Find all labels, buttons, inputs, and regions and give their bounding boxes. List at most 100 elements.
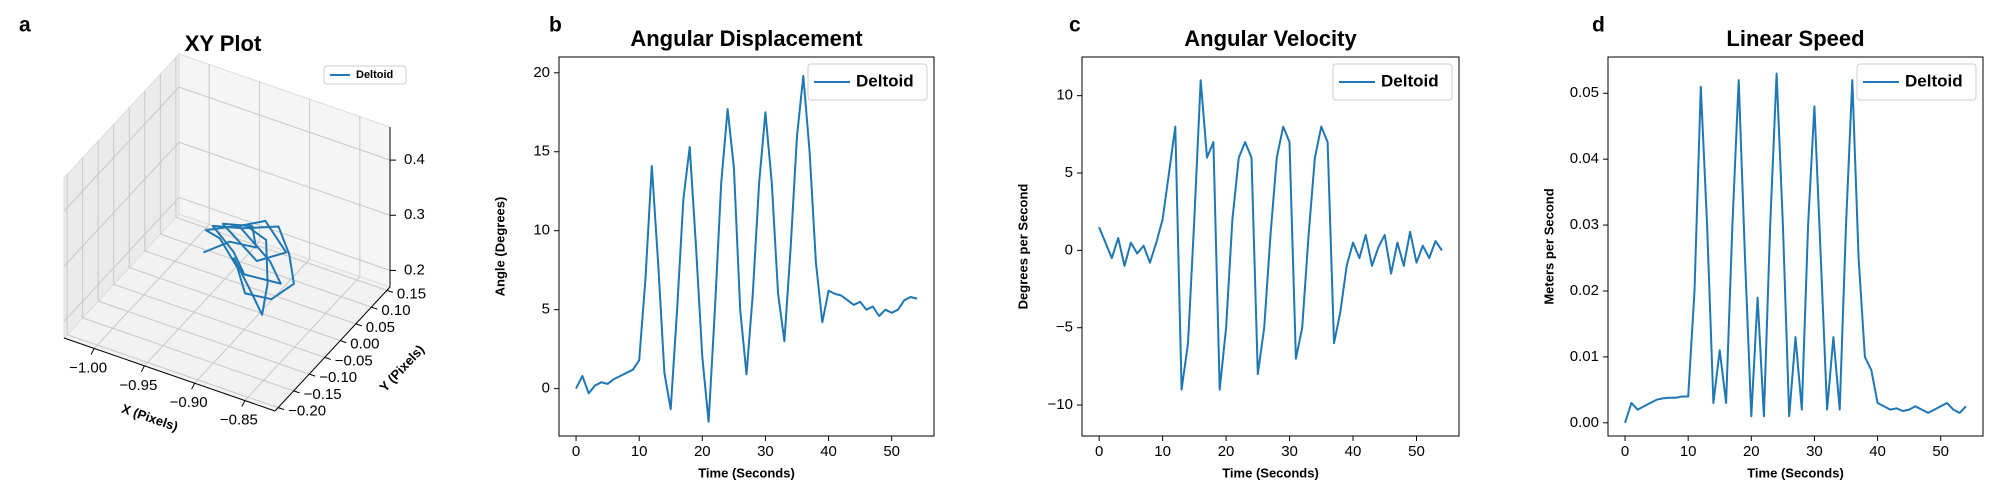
grid-line	[244, 276, 361, 401]
panel-label: b	[549, 14, 562, 37]
y-tick-label: 0.04	[1570, 150, 1599, 167]
grid-line	[194, 258, 310, 384]
z-tick-label: 0.3	[404, 206, 425, 223]
grid-line	[144, 250, 356, 325]
x-axis-label: Time (Seconds)	[1747, 465, 1844, 480]
x-tick-label: 40	[1869, 443, 1886, 460]
z-tick-label: 0.2	[404, 261, 425, 278]
x-tick	[241, 400, 246, 407]
x-axis-label: Time (Seconds)	[698, 465, 795, 480]
x-tick-label: 40	[820, 443, 837, 460]
grid-line	[82, 317, 294, 392]
x-tick-label: −1.00	[69, 359, 107, 376]
y-tick-label: 0.10	[381, 302, 410, 319]
x-tick-label: 50	[883, 443, 900, 460]
y-tick-label: −5	[1056, 319, 1073, 336]
data-line	[575, 74, 918, 423]
legend-box	[1856, 63, 1977, 101]
x-tick-label: 30	[1806, 443, 1823, 460]
y-tick-label: 10	[533, 222, 550, 239]
grid-line	[178, 141, 391, 216]
legend-box	[807, 63, 928, 101]
y-tick-label: −10	[1048, 396, 1073, 413]
plot-frame	[1081, 56, 1460, 437]
y-tick	[371, 306, 378, 310]
y-tick-label: 0.15	[397, 285, 426, 302]
y-axis-label: Degrees per Second	[1015, 184, 1030, 310]
y-tick-label: 10	[1056, 87, 1073, 104]
grid-line	[98, 300, 310, 375]
x-tick-label: 40	[1345, 443, 1362, 460]
grid-line	[129, 267, 341, 342]
plot-frame	[558, 56, 935, 437]
x-tick-label: 20	[694, 443, 711, 460]
x-tick-label: 0	[572, 443, 580, 460]
x-tick-label: 20	[1218, 443, 1235, 460]
x-tick-label: 0	[1621, 443, 1629, 460]
y-tick-label: −0.05	[335, 352, 373, 369]
data-line	[203, 219, 295, 316]
x-tick-label: 10	[631, 443, 648, 460]
y-tick-label: −0.15	[304, 386, 342, 403]
grid-line	[63, 141, 180, 267]
x-tick-label: 50	[1408, 443, 1425, 460]
legend-label: Deltoid	[1905, 71, 1963, 90]
grid-line	[144, 241, 260, 367]
x-tick-label: 30	[1281, 443, 1298, 460]
y-tick-label: 0.02	[1570, 282, 1599, 299]
y-tick-label: 0.05	[1570, 84, 1599, 101]
y-tick-label: 20	[533, 64, 550, 81]
data-line	[1624, 72, 1967, 424]
y-tick	[277, 407, 285, 411]
legend-box	[323, 65, 407, 85]
panel-label: d	[1592, 14, 1605, 37]
y-tick	[340, 340, 347, 344]
y-tick-label: 5	[1065, 164, 1073, 181]
x-axis-label: Time (Seconds)	[1222, 465, 1319, 480]
legend-label: Deltoid	[856, 71, 914, 90]
x-tick-label: 20	[1743, 443, 1760, 460]
grid-line	[66, 334, 279, 409]
grid-line	[63, 86, 180, 212]
grid-line	[93, 224, 210, 349]
y-axis-label: Y (Pixels)	[376, 342, 427, 395]
data-line	[1098, 79, 1443, 391]
x-tick	[191, 382, 196, 390]
x-tick-label: −0.95	[119, 377, 157, 394]
x-tick	[90, 348, 95, 355]
y-tick-label: 0.05	[366, 319, 395, 336]
chart-title: XY Plot	[185, 31, 262, 56]
y-tick-label: 5	[542, 301, 550, 318]
legend-label: Deltoid	[1381, 71, 1439, 90]
y-tick	[293, 390, 300, 394]
x-tick-label: −0.85	[220, 412, 258, 429]
y-tick-label: 0	[542, 380, 550, 397]
z-tick-label: 0.4	[404, 151, 425, 168]
x-tick-label: −0.90	[170, 394, 208, 411]
y-tick	[386, 289, 394, 293]
y-tick-label: 0.01	[1570, 348, 1599, 365]
legend-box	[1332, 63, 1453, 101]
x-tick-label: 10	[1680, 443, 1697, 460]
grid-line	[63, 197, 180, 322]
y-axis-label: Meters per Second	[1541, 188, 1556, 304]
grid-line	[178, 196, 391, 271]
chart-title: Angular Velocity	[1184, 26, 1357, 51]
x-tick-label: 50	[1932, 443, 1949, 460]
plot-frame	[1607, 56, 1984, 437]
y-tick	[355, 323, 362, 327]
x-tick-label: 30	[757, 443, 774, 460]
grid-line	[113, 283, 325, 358]
y-tick-label: −0.20	[288, 403, 326, 420]
panel-label: a	[19, 14, 31, 37]
chart-title: Linear Speed	[1726, 26, 1864, 51]
y-tick-label: −0.10	[319, 369, 357, 386]
y-tick-label: 15	[533, 143, 550, 160]
panel-label: c	[1069, 14, 1081, 37]
x-tick	[140, 365, 145, 373]
y-tick	[309, 373, 316, 377]
y-tick-label: 0	[1065, 241, 1073, 258]
chart-title: Angular Displacement	[630, 26, 863, 51]
grid-line	[160, 233, 372, 308]
